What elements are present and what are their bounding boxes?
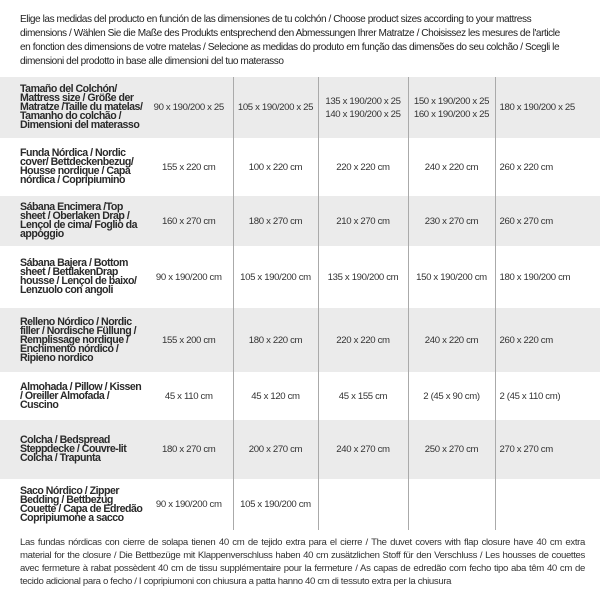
- footnote: Las fundas nórdicas con cierre de solapa…: [20, 537, 585, 587]
- size-cell: 2 (45 x 90 cm): [407, 372, 495, 420]
- table-row: Almohada / Pillow / Kissen / Oreiller Al…: [0, 372, 600, 420]
- size-cell: 220 x 220 cm: [317, 308, 408, 372]
- row-label: Almohada / Pillow / Kissen / Oreiller Al…: [20, 380, 142, 411]
- size-cell: 160 x 270 cm: [145, 196, 233, 246]
- size-cell: 270 x 270 cm: [494, 420, 600, 479]
- table-row: Sábana Encimera /Top sheet / Oberlaken D…: [0, 196, 600, 246]
- header-row: Tamaño del Colchón/ Mattress size / Größ…: [0, 77, 600, 138]
- header-cell-line: 140 x 190/200 x 25: [325, 108, 401, 120]
- size-cell: 100 x 220 cm: [232, 138, 318, 196]
- size-cell: 180 x 270 cm: [232, 196, 318, 246]
- size-cell: 180 x 190/200 cm: [494, 246, 600, 308]
- size-cell: 150 x 190/200 cm: [407, 246, 495, 308]
- size-cell: 260 x 220 cm: [494, 138, 600, 196]
- header-label: Tamaño del Colchón/ Mattress size / Größ…: [0, 77, 145, 138]
- size-cell: 180 x 270 cm: [145, 420, 233, 479]
- size-cell: 155 x 220 cm: [162, 161, 216, 173]
- header-cell: 180 x 190/200 x 25: [494, 77, 600, 138]
- row-label: Sábana Bajera / Bottom sheet / Bettlaken…: [20, 257, 137, 296]
- size-cell: 240 x 270 cm: [317, 420, 408, 479]
- row-label: Funda Nórdica / Nordic cover/ Bettdecken…: [20, 147, 134, 186]
- size-cell: 45 x 155 cm: [317, 372, 408, 420]
- size-table: Tamaño del Colchón/ Mattress size / Größ…: [0, 77, 600, 530]
- size-cell: 220 x 220 cm: [317, 138, 408, 196]
- size-cell: [494, 479, 600, 530]
- size-cell: [317, 479, 408, 530]
- header-cell-line: 135 x 190/200 x 25: [325, 95, 401, 107]
- table-row: Saco Nórdico / Zipper Bedding / Bettbezu…: [0, 479, 600, 530]
- header-cell-line: 160 x 190/200 x 25: [413, 108, 490, 120]
- intro-text: Elige las medidas del producto en funció…: [20, 14, 560, 67]
- size-cell: 250 x 270 cm: [407, 420, 495, 479]
- table-row: Colcha / Bedspread Steppdecke / Couvre-l…: [0, 420, 600, 479]
- size-cell: 90 x 190/200 cm: [155, 271, 222, 283]
- size-cell: 260 x 270 cm: [494, 196, 600, 246]
- size-cell: 105 x 190/200 cm: [232, 246, 318, 308]
- size-cell: 240 x 220 cm: [407, 138, 495, 196]
- table-row: Sábana Bajera / Bottom sheet / Bettlaken…: [0, 246, 600, 308]
- size-cell: 240 x 220 cm: [407, 308, 495, 372]
- header-cell: 135 x 190/200 x 25 140 x 190/200 x 25: [317, 77, 408, 138]
- size-cell: 2 (45 x 110 cm): [494, 372, 600, 420]
- header-cell: 105 x 190/200 x 25: [232, 77, 318, 138]
- size-cell: 45 x 110 cm: [164, 390, 213, 402]
- header-cell: 90 x 190/200 x 25: [145, 77, 233, 138]
- size-cell: 90 x 190/200 cm: [155, 499, 222, 510]
- size-cell: 45 x 120 cm: [232, 372, 318, 420]
- size-cell: 105 x 190/200 cm: [232, 479, 318, 530]
- size-cell: 135 x 190/200 cm: [317, 246, 408, 308]
- size-cell: [407, 479, 495, 530]
- size-cell: 260 x 220 cm: [494, 308, 600, 372]
- row-label: Colcha / Bedspread Steppdecke / Couvre-l…: [0, 420, 145, 479]
- row-label: Saco Nórdico / Zipper Bedding / Bettbezu…: [20, 484, 143, 524]
- table-row: Funda Nórdica / Nordic cover/ Bettdecken…: [0, 138, 600, 196]
- header-cell: 150 x 190/200 x 25 160 x 190/200 x 25: [407, 77, 495, 138]
- row-label: Relleno Nórdico / Nordic filler / Nordis…: [0, 308, 145, 372]
- row-label: Sábana Encimera /Top sheet / Oberlaken D…: [0, 196, 145, 246]
- size-cell: 180 x 220 cm: [232, 308, 318, 372]
- size-cell: 155 x 200 cm: [145, 308, 233, 372]
- size-cell: 210 x 270 cm: [317, 196, 408, 246]
- table-row: Relleno Nórdico / Nordic filler / Nordis…: [0, 308, 600, 372]
- size-cell: 200 x 270 cm: [232, 420, 318, 479]
- header-cell-line: 150 x 190/200 x 25: [413, 95, 490, 107]
- size-cell: 230 x 270 cm: [407, 196, 495, 246]
